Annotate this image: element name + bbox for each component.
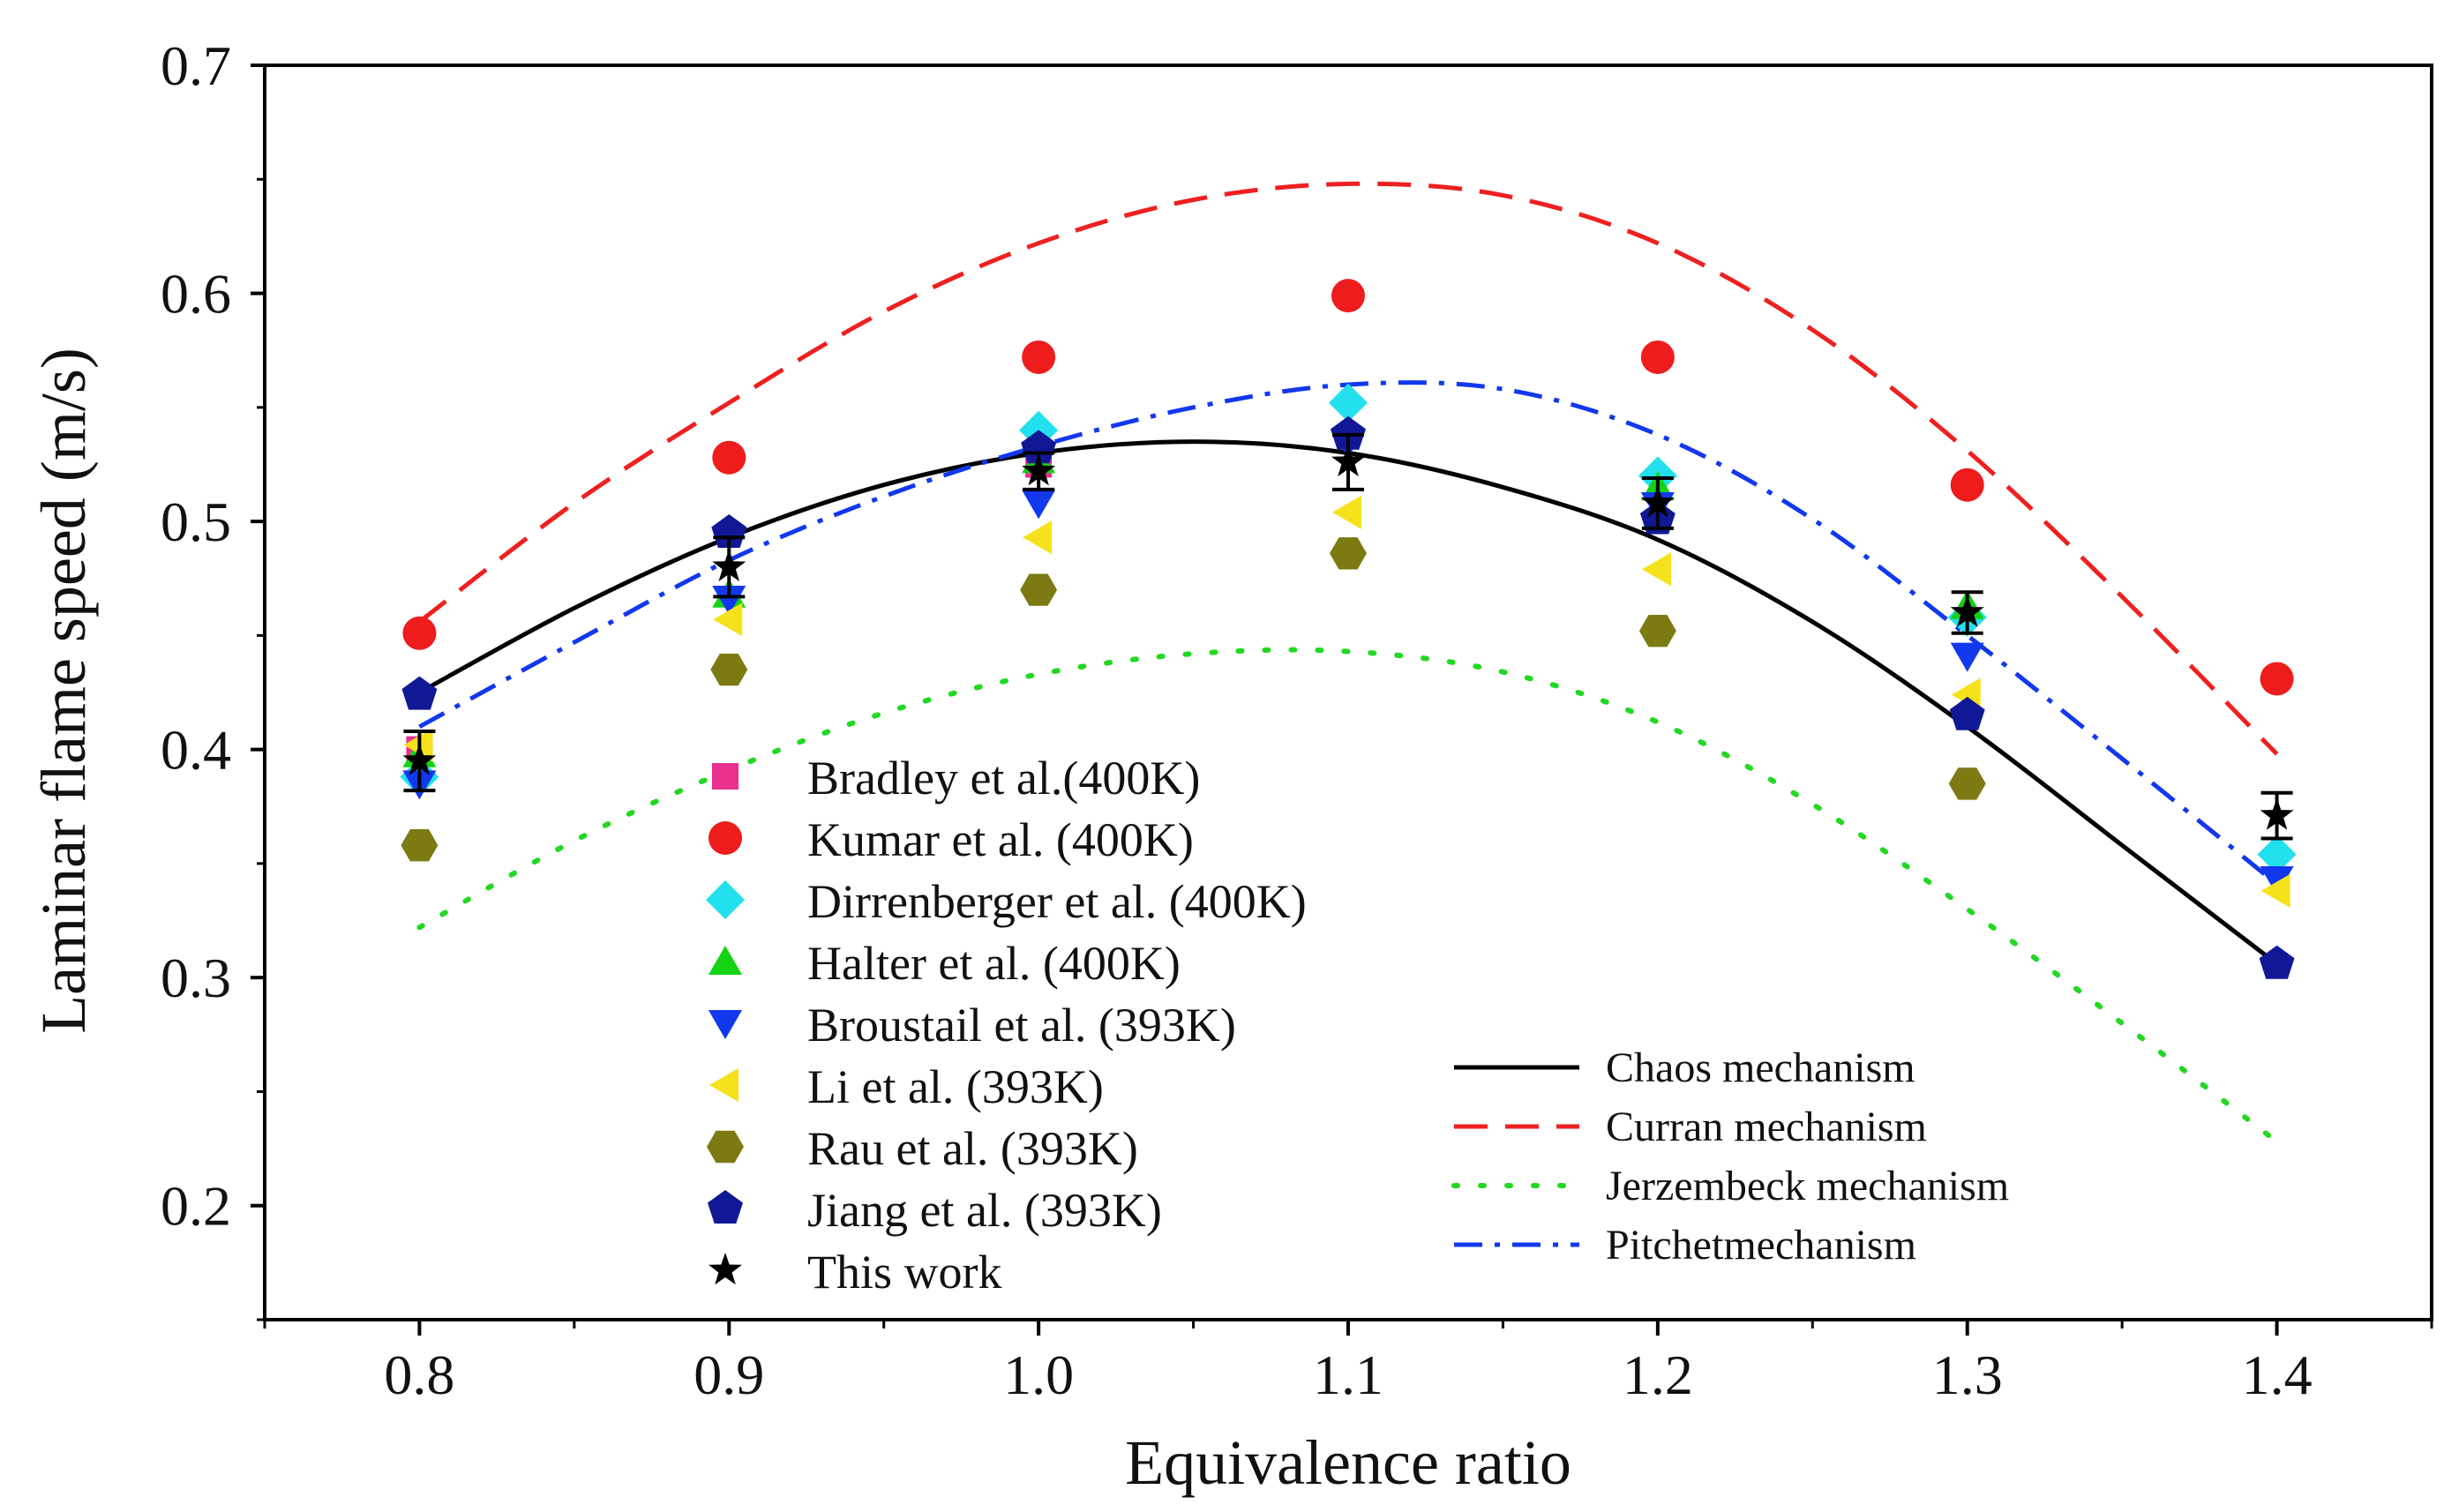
legend-label: Li et al. (393K) xyxy=(807,1060,1104,1113)
legend-item-chaos-mechanism: Chaos mechanism xyxy=(1454,1044,1915,1091)
kumar-et-al-400k-series xyxy=(402,279,2294,696)
kumar-et-al-400k-point xyxy=(1640,340,1675,374)
this-work-point xyxy=(402,743,437,775)
li-et-al-393k-series xyxy=(403,495,2290,908)
legend-item-li-et-al-393k: Li et al. (393K) xyxy=(709,1060,1104,1113)
x-axis-label: Equivalence ratio xyxy=(1125,1427,1571,1498)
legend-label: Pitchetmechanism xyxy=(1606,1222,1916,1269)
this-work-series xyxy=(402,432,2294,841)
li-et-al-393k-point xyxy=(1332,495,1361,529)
jiang-et-al-393k-point xyxy=(1949,696,1985,730)
kumar-et-al-400k-point xyxy=(1022,340,1056,374)
x-tick-label: 0.8 xyxy=(384,1344,454,1406)
y-tick-label: 0.5 xyxy=(161,490,231,553)
this-work-point xyxy=(712,549,746,581)
axes: 0.8 0.9 1.0 1.1 1.2 1.3 1.4 0.2 0.3 0.4 0.5 0.6 0.7 xyxy=(161,34,2433,1406)
x-tick-label: 1.2 xyxy=(1623,1344,1693,1406)
rau-et-al-393k-point xyxy=(401,829,439,862)
li-et-al-393k-point xyxy=(1023,520,1053,555)
x-tick-label: 1.1 xyxy=(1313,1344,1383,1406)
legend-markers: Bradley et al.(400K) Kumar et al. (400K) D… xyxy=(706,752,1307,1299)
li-et-al-393k-point xyxy=(1641,552,1671,587)
legend-label: Broustail et al. (393K) xyxy=(807,999,1236,1052)
legend-marker xyxy=(708,1190,743,1224)
jiang-et-al-393k-point xyxy=(401,676,438,710)
x-tick-label: 1.0 xyxy=(1003,1344,1074,1406)
li-et-al-393k-point xyxy=(2260,873,2290,908)
legend-label: Halter et al. (400K) xyxy=(807,937,1181,990)
broustail-et-al-393k-point xyxy=(2260,866,2294,895)
y-axis-label: Laminar flame speed (m/s) xyxy=(28,348,99,1034)
kumar-et-al-400k-point xyxy=(1331,279,1365,313)
legend-item-curran-mechanism: Curran mechanism xyxy=(1454,1104,1927,1150)
legend-marker xyxy=(709,1067,738,1103)
legend-label: Bradley et al.(400K) xyxy=(807,752,1200,805)
y-tick-label: 0.4 xyxy=(161,719,231,782)
kumar-et-al-400k-point xyxy=(712,440,746,475)
legend-label: Jiang et al. (393K) xyxy=(807,1184,1162,1237)
legend-marker xyxy=(708,1010,743,1039)
kumar-et-al-400k-point xyxy=(1950,468,1984,502)
broustail-et-al-393k-point xyxy=(1950,642,1984,672)
legend-marker xyxy=(708,1253,742,1285)
legend-label: Rau et al. (393K) xyxy=(807,1122,1138,1175)
kumar-et-al-400k-point xyxy=(2260,662,2294,696)
legend-label: Kumar et al. (400K) xyxy=(807,813,1194,866)
dirrenberger-et-al-400k-point xyxy=(1329,383,1368,423)
y-tick-label: 0.2 xyxy=(161,1175,231,1238)
y-tick-label: 0.3 xyxy=(161,947,231,1009)
legend-item-jerzembeck-mechanism: Jerzembeck mechanism xyxy=(1451,1163,2009,1209)
rau-et-al-393k-point xyxy=(1330,537,1367,570)
experimental-points xyxy=(400,279,2297,979)
rau-et-al-393k-series xyxy=(401,537,1986,862)
y-tick-label: 0.7 xyxy=(161,34,231,97)
li-et-al-393k-point xyxy=(713,603,743,637)
dirrenberger-et-al-400k-point xyxy=(2257,835,2297,874)
rau-et-al-393k-point xyxy=(1638,615,1676,647)
legend-item-rau-et-al-393k: Rau et al. (393K) xyxy=(707,1122,1138,1175)
this-work-point xyxy=(2260,797,2294,830)
x-tick-label: 0.9 xyxy=(693,1344,764,1406)
this-work-point xyxy=(1640,485,1675,518)
legend-label: Curran mechanism xyxy=(1606,1104,1927,1150)
legend-label: Dirrenberger et al. (400K) xyxy=(807,875,1307,928)
jiang-et-al-393k-point xyxy=(1331,415,1366,450)
broustail-et-al-393k-point xyxy=(712,586,746,615)
legend-item-bradley-et-al-400k: Bradley et al.(400K) xyxy=(712,752,1200,805)
legend-item-this-work: This work xyxy=(708,1246,1001,1299)
jiang-et-al-393k-point xyxy=(711,514,747,548)
y-tick-label: 0.6 xyxy=(161,263,231,326)
legend-label: Chaos mechanism xyxy=(1606,1044,1915,1091)
curran-mechanism-curve xyxy=(417,181,2279,756)
legend-label: This work xyxy=(807,1246,1001,1299)
rau-et-al-393k-point xyxy=(1020,573,1058,606)
jiang-et-al-393k-point xyxy=(1021,430,1057,464)
legend-item-broustail-et-al-393k: Broustail et al. (393K) xyxy=(708,999,1236,1052)
legend-marker xyxy=(708,821,742,855)
legend-marker xyxy=(706,880,745,919)
legend-marker xyxy=(712,763,738,790)
jiang-et-al-393k-point xyxy=(2259,945,2295,979)
this-work-point xyxy=(1950,595,1984,627)
legend-item-kumar-et-al-400k: Kumar et al. (400K) xyxy=(708,813,1194,866)
kumar-et-al-400k-point xyxy=(402,616,437,650)
broustail-et-al-393k-point xyxy=(1022,490,1056,520)
legend-item-jiang-et-al-393k: Jiang et al. (393K) xyxy=(708,1184,1162,1237)
legend-item-dirrenberger-et-al-400k: Dirrenberger et al. (400K) xyxy=(706,875,1307,928)
legend-label: Jerzembeck mechanism xyxy=(1606,1163,2009,1209)
legend-marker xyxy=(708,946,743,975)
jiang-et-al-393k-series xyxy=(401,415,2295,979)
this-work-point xyxy=(1331,444,1365,476)
rau-et-al-393k-point xyxy=(1948,767,1986,800)
legend-lines: Chaos mechanism Curran mechanism Jerzembec… xyxy=(1451,1044,2009,1269)
x-tick-label: 1.3 xyxy=(1932,1344,2003,1406)
legend-item-halter-et-al-400k: Halter et al. (400K) xyxy=(708,937,1181,990)
legend-item-pitchetmechanism: Pitchetmechanism xyxy=(1454,1222,1916,1269)
this-work-point xyxy=(1022,453,1056,486)
rau-et-al-393k-point xyxy=(710,654,748,686)
legend-marker xyxy=(707,1130,744,1164)
x-tick-label: 1.4 xyxy=(2242,1344,2313,1406)
